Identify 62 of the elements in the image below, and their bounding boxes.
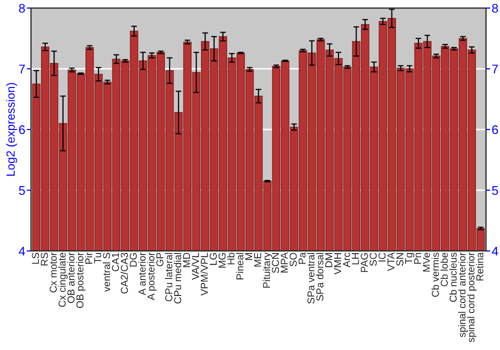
x-tick-label: ventral S	[102, 252, 110, 292]
y2-tick-label: 6	[492, 125, 498, 134]
x-tick-label: MD	[183, 252, 190, 268]
y-tick-label: 4	[18, 246, 26, 256]
x-tick-label: OB anterior	[67, 252, 75, 303]
x-tick-label: Cx cingulate	[58, 252, 68, 307]
x-tick-label: CA1	[112, 252, 119, 272]
y-tick-label: 5	[18, 186, 25, 195]
y2-tick-label: 5	[492, 186, 498, 195]
y-axis-title: Log2 (expression)	[6, 82, 18, 176]
x-tick-label: LG	[210, 253, 217, 265]
x-tick-label: Pituitary	[262, 252, 272, 288]
x-tick-label: A anterior	[138, 252, 146, 296]
x-tick-label: M	[245, 253, 252, 260]
x-tick-label: SPa ventral	[307, 253, 315, 304]
y-tick-label: 8	[19, 4, 25, 13]
x-tick-label: Pineal	[236, 253, 244, 280]
x-tick-label: SO	[290, 252, 297, 266]
x-tick-label: Retina	[476, 252, 484, 280]
x-tick-label: VA/VL	[192, 252, 199, 280]
y-tick-label: 7	[19, 64, 25, 74]
x-tick-label: Tg	[405, 252, 414, 264]
x-tick-label: Pa	[298, 252, 306, 264]
x-tick-label: SC	[370, 252, 377, 266]
x-tick-label: MG	[218, 253, 226, 268]
x-tick-label: RS	[40, 252, 48, 266]
x-tick-label: ME	[254, 252, 262, 267]
x-tick-label: Cb lobe	[440, 252, 448, 286]
x-tick-label: MVe	[423, 252, 430, 272]
x-tick-label: Pir	[84, 252, 92, 264]
x-tick-label: CPu medial	[174, 253, 182, 304]
x-tick-label: SCN	[272, 253, 279, 273]
x-tick-label: Arc	[343, 252, 350, 268]
x-tick-label: A posterior	[147, 252, 157, 300]
x-tick-label: spinal cord posterior	[467, 252, 476, 342]
x-tick-label: LH	[352, 253, 359, 264]
x-tick-label: VPM/VPL	[200, 252, 208, 296]
y2-tick-label: 7	[492, 64, 498, 74]
x-tick-label: Cb vermis	[432, 252, 439, 297]
x-tick-label: Cx motor	[50, 252, 57, 292]
x-tick-label: DM	[325, 253, 332, 268]
x-tick-label: SPa dorsal	[316, 253, 324, 301]
x-tick-label: VTA	[388, 252, 394, 272]
x-tick-label: LS	[32, 252, 40, 264]
x-tick-label: CPu lateral	[164, 253, 172, 302]
y2-tick-label: 8	[492, 4, 498, 13]
x-tick-label: VMH	[334, 253, 342, 275]
x-tick-label: DG	[130, 253, 137, 267]
x-tick-label: CA2/CA3	[120, 252, 128, 294]
x-tick-label: MPA	[280, 252, 288, 272]
x-tick-label: GP	[156, 252, 164, 266]
x-tick-label: PAG	[360, 253, 368, 272]
x-tick-label: SN	[396, 253, 404, 266]
x-tick-label: OB posterior	[76, 252, 86, 308]
y-tick-label: 6	[19, 125, 25, 134]
x-tick-label: IC	[378, 252, 386, 262]
y2-tick-label: 4	[492, 246, 498, 256]
x-tick-label: Cb nucleus	[449, 252, 457, 302]
x-tick-label: Tu	[94, 253, 102, 264]
x-tick-label: Hb	[227, 252, 235, 264]
x-tick-label: Pn	[414, 252, 422, 264]
x-tick-label: spinal cord anterior	[458, 252, 468, 338]
